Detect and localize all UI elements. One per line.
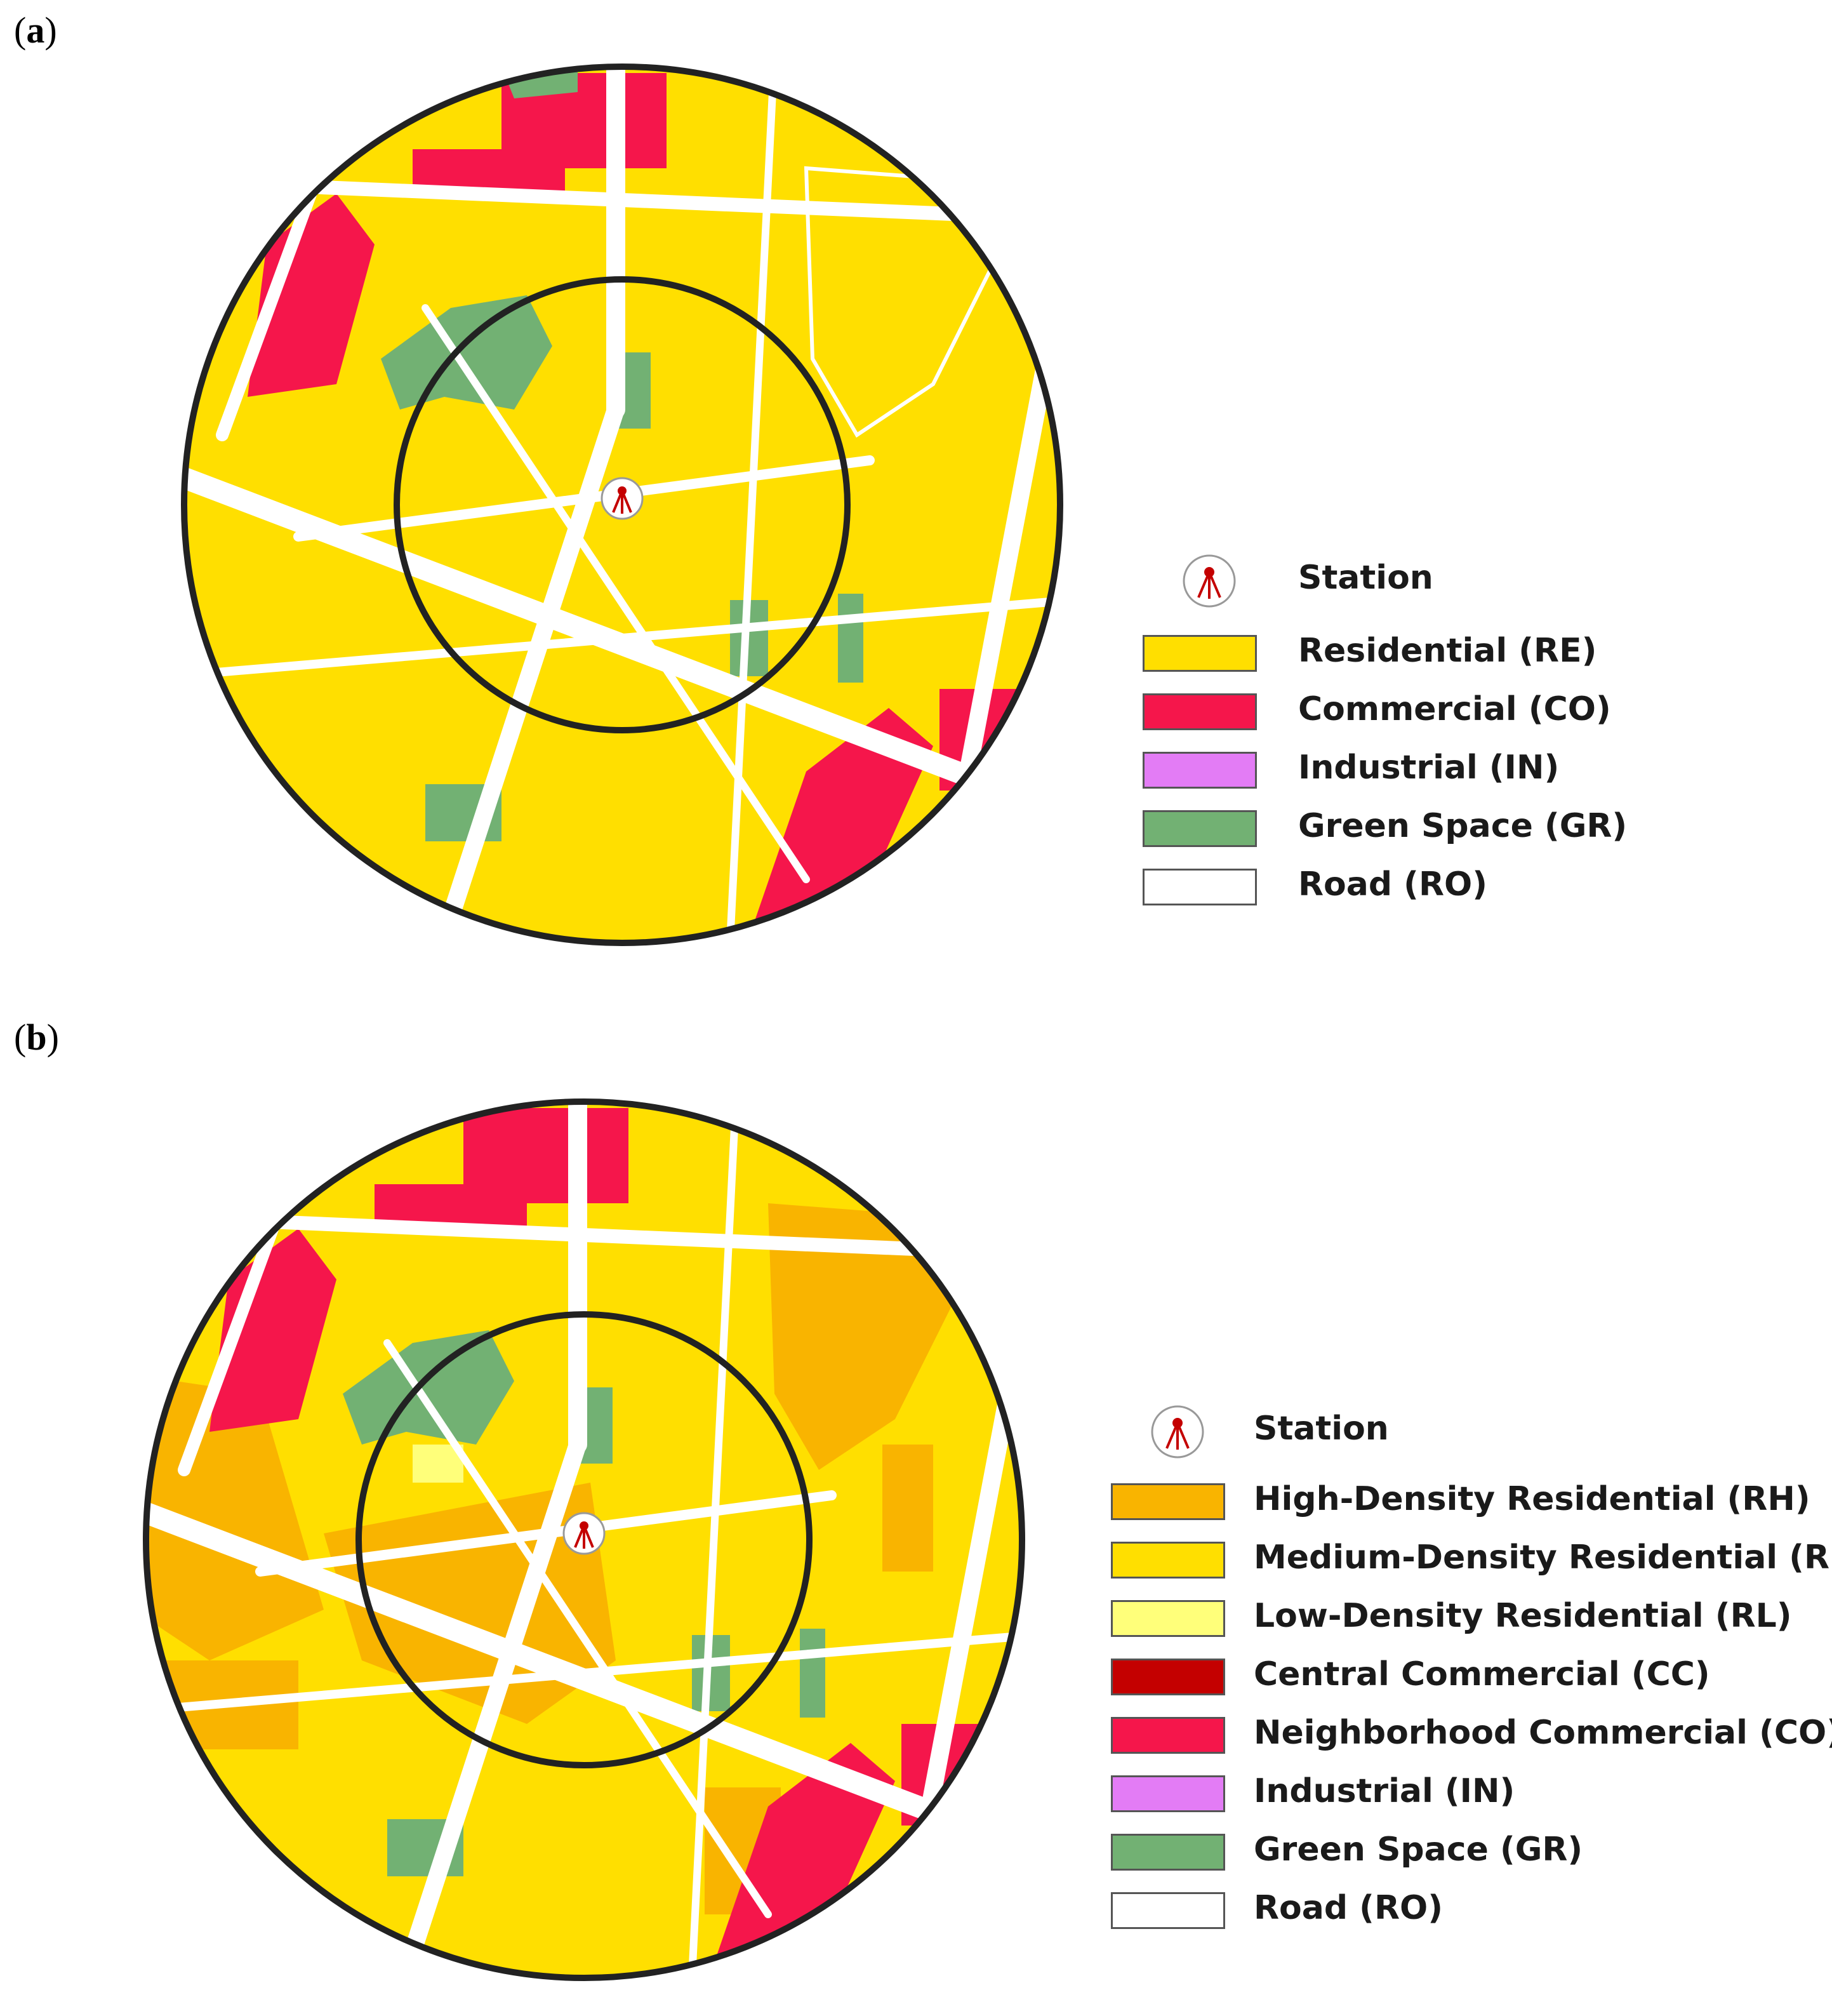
swatch-industrial (1111, 1775, 1225, 1812)
label-green-space: Green Space (GR) (1298, 807, 1628, 845)
label-road: Road (RO) (1254, 1889, 1443, 1927)
inner-buffer-ring (394, 276, 851, 733)
swatch-commercial (1143, 693, 1257, 730)
label-industrial: Industrial (IN) (1254, 1772, 1515, 1810)
swatch-green-space (1143, 810, 1257, 847)
legend-station-icon (1151, 1405, 1204, 1459)
panel-label-b: (b) (14, 1017, 59, 1058)
station-icon (562, 1512, 606, 1555)
swatch-residential (1143, 635, 1257, 672)
label-low-density-residential: Low-Density Residential (RL) (1254, 1597, 1792, 1635)
swatch-industrial (1143, 752, 1257, 789)
legend-station-icon (1183, 554, 1236, 608)
swatch-green-space (1111, 1834, 1225, 1871)
label-central-commercial: Central Commercial (CC) (1254, 1655, 1710, 1693)
swatch-low-density-residential (1111, 1600, 1225, 1637)
land-use-map-b (143, 1098, 1025, 1981)
legend-station-label: Station (1298, 559, 1433, 597)
label-commercial: Commercial (CO) (1298, 690, 1611, 728)
outer-buffer-ring (143, 1098, 1025, 1981)
legend-station-label: Station (1254, 1410, 1389, 1448)
outer-buffer-ring (181, 63, 1063, 946)
swatch-road (1143, 869, 1257, 905)
swatch-neighborhood-commercial (1111, 1717, 1225, 1754)
station-icon (601, 477, 644, 520)
legend-a: Station Residential (RE) Commercial (CO)… (1143, 552, 1627, 908)
swatch-central-commercial (1111, 1659, 1225, 1695)
panel-label-a: (a) (14, 10, 57, 51)
label-industrial: Industrial (IN) (1298, 749, 1560, 787)
label-residential: Residential (RE) (1298, 632, 1597, 670)
swatch-high-density-residential (1111, 1483, 1225, 1520)
swatch-road (1111, 1892, 1225, 1929)
label-medium-density-residential: Medium-Density Residential (RM) (1254, 1539, 1832, 1577)
land-use-map-a (181, 63, 1063, 946)
label-high-density-residential: High-Density Residential (RH) (1254, 1480, 1810, 1518)
label-neighborhood-commercial: Neighborhood Commercial (CO) (1254, 1714, 1832, 1752)
legend-b: Station High-Density Residential (RH) Me… (1111, 1403, 1832, 1975)
label-road: Road (RO) (1298, 865, 1487, 904)
inner-buffer-ring (355, 1311, 813, 1768)
label-green-space: Green Space (GR) (1254, 1831, 1583, 1869)
swatch-medium-density-residential (1111, 1542, 1225, 1579)
